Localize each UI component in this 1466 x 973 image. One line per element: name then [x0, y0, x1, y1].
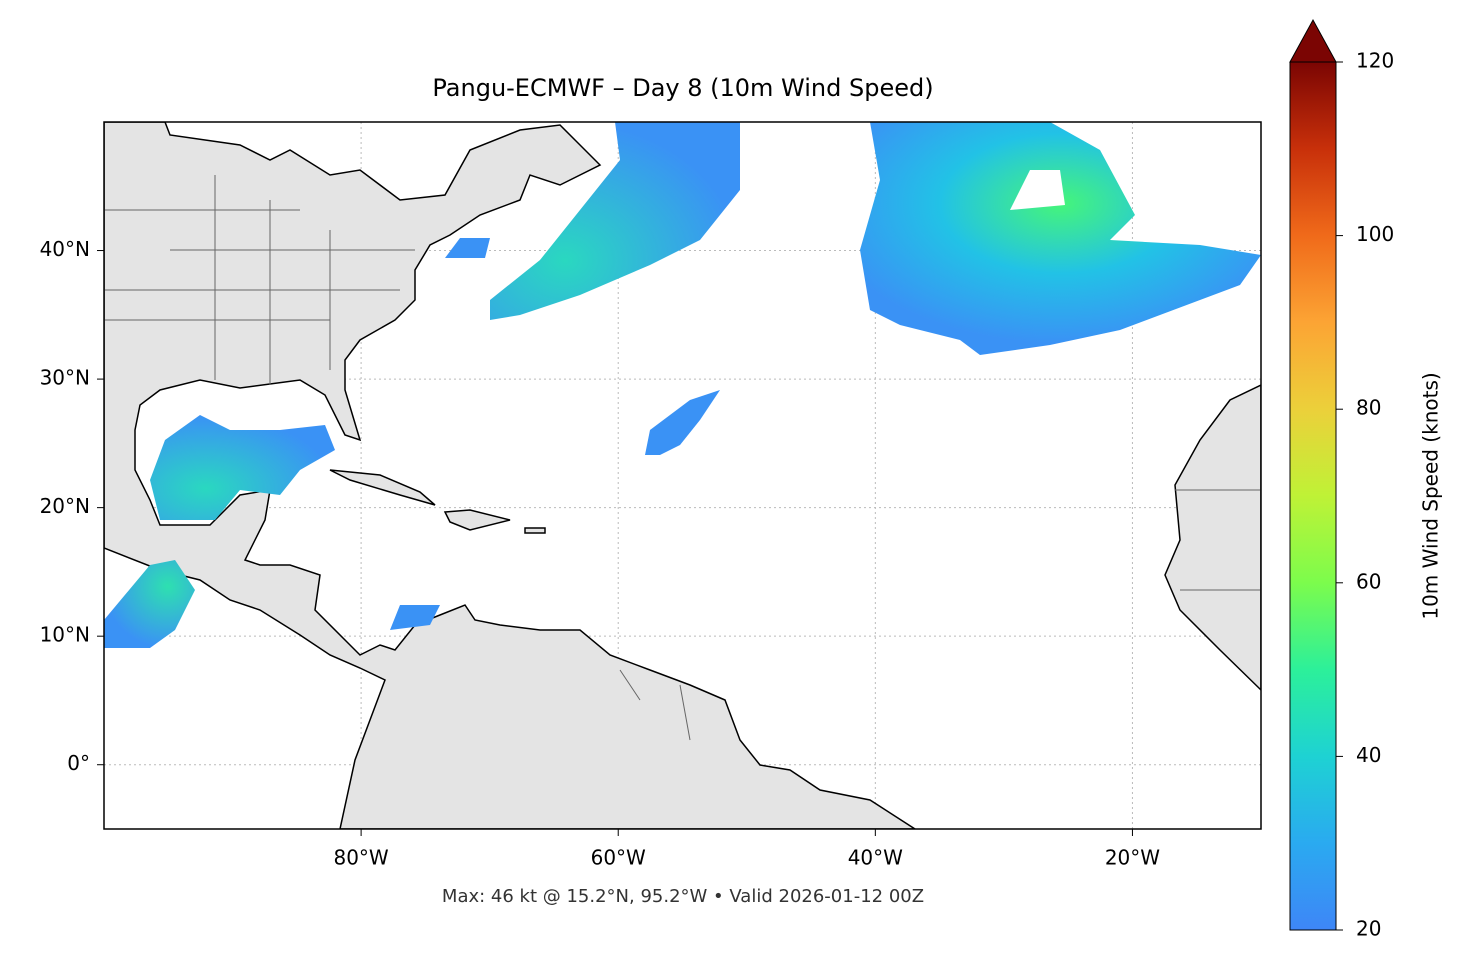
footer-note: Max: 46 kt @ 15.2°N, 95.2°W • Valid 2026… — [442, 886, 924, 907]
colorbar-label: 10m Wind Speed (knots) — [1419, 372, 1443, 619]
colorbar-extend — [1289, 18, 1337, 63]
hispaniola — [443, 509, 511, 531]
y-tick-label: 40°N — [40, 237, 90, 261]
y-tick-label: 0° — [67, 751, 90, 775]
cuba — [329, 469, 436, 506]
x-tick-label: 80°W — [333, 846, 388, 870]
map-area — [104, 122, 1261, 829]
colorbar-tick-label: 60 — [1356, 569, 1381, 593]
colorbar-tick-label: 80 — [1356, 396, 1381, 420]
colorbar-tick-label: 120 — [1356, 49, 1394, 73]
borders — [104, 175, 1261, 741]
colorbar — [1289, 61, 1337, 931]
colorbar-tick-label: 20 — [1356, 917, 1381, 941]
x-tick-label: 60°W — [591, 846, 646, 870]
map-frame — [103, 121, 1262, 830]
wind-field — [104, 122, 1261, 648]
colorbar-tick-label: 40 — [1356, 743, 1381, 767]
y-tick-label: 20°N — [40, 494, 90, 518]
map-title: Pangu-ECMWF – Day 8 (10m Wind Speed) — [432, 74, 933, 102]
americas — [104, 122, 917, 829]
y-tick-label: 10°N — [40, 623, 90, 647]
y-tick-label: 30°N — [40, 366, 90, 390]
x-tick-label: 20°W — [1105, 846, 1160, 870]
puerto-rico — [524, 527, 546, 534]
x-tick-label: 40°W — [848, 846, 903, 870]
colorbar-tick-label: 100 — [1356, 222, 1394, 246]
africa — [1164, 384, 1261, 692]
